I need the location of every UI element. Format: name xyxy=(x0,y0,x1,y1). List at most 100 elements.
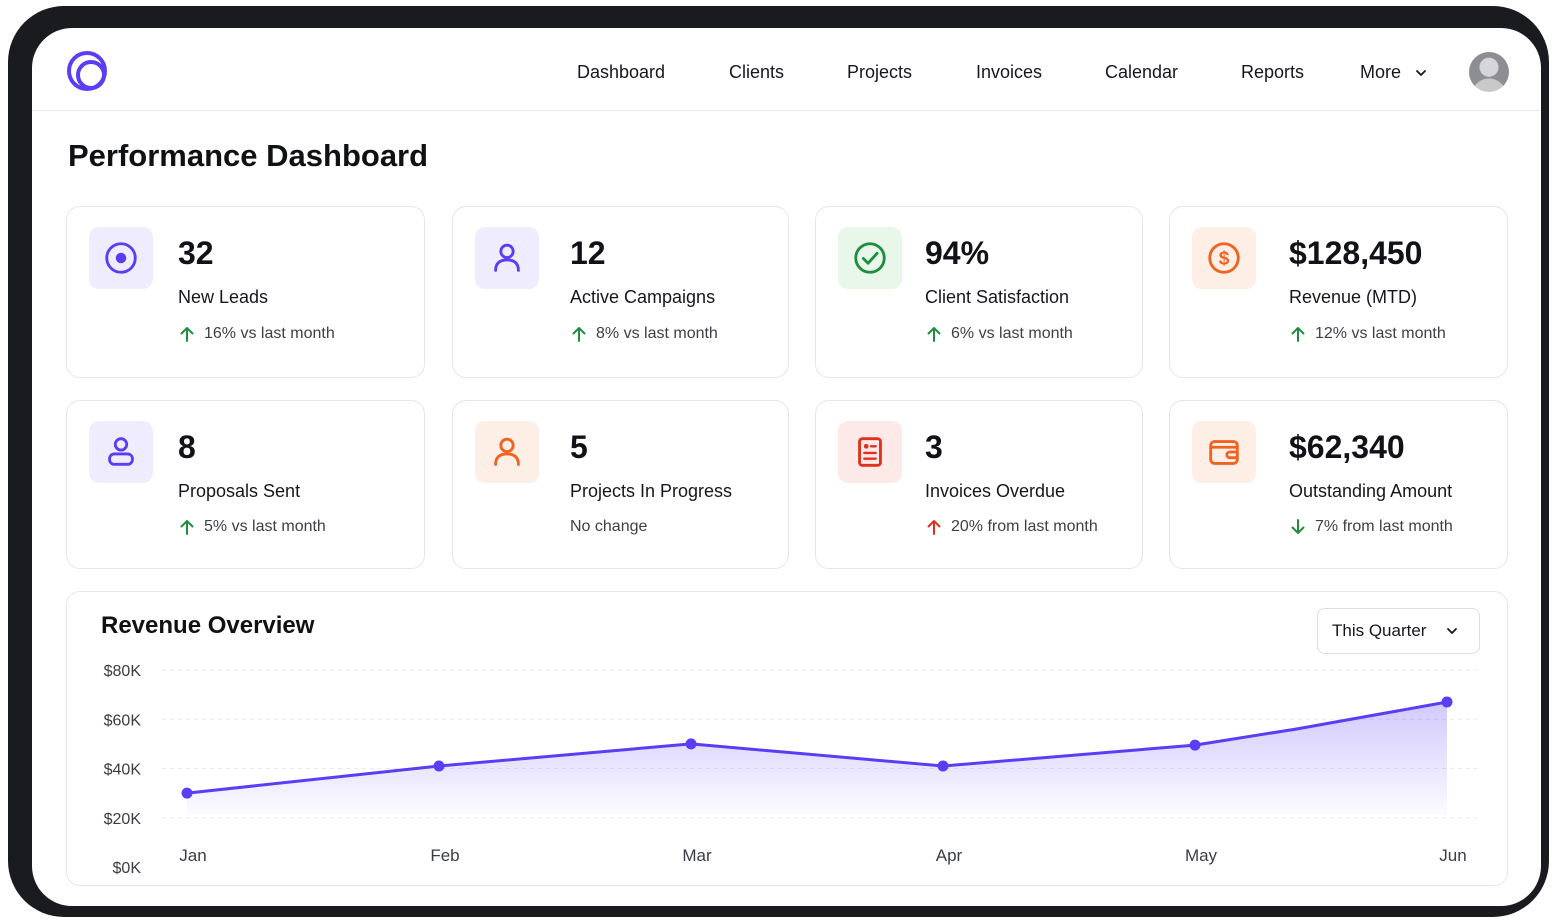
nav-invoices[interactable]: Invoices xyxy=(976,62,1043,82)
app-screen: Dashboard Clients Projects Invoices Cale… xyxy=(32,28,1541,906)
stat-trend-text: 6% vs last month xyxy=(951,325,1073,342)
user-avatar[interactable] xyxy=(1469,52,1509,92)
stat-card-proposals-sent[interactable]: 8 Proposals Sent 5% vs last month xyxy=(66,400,425,569)
stat-label: Outstanding Amount xyxy=(1289,481,1453,501)
arrow-up-icon xyxy=(180,520,194,535)
stat-trend-text: No change xyxy=(570,518,648,535)
arrow-up-icon xyxy=(927,327,941,342)
arrow-up-icon xyxy=(927,520,941,535)
data-point xyxy=(181,787,193,799)
nav-more-menu[interactable]: More xyxy=(1360,62,1427,83)
range-select[interactable]: This Quarter xyxy=(1317,608,1480,654)
stat-label: Client Satisfaction xyxy=(925,287,1070,307)
stat-icon-box: $ xyxy=(1192,227,1256,289)
nav-reports[interactable]: Reports xyxy=(1241,62,1305,82)
nav-projects[interactable]: Projects xyxy=(847,62,913,82)
stat-icon-box xyxy=(475,421,539,483)
chart-title: Revenue Overview xyxy=(101,612,315,639)
stat-label: Active Campaigns xyxy=(570,287,716,307)
y-tick-label: $0K xyxy=(113,860,142,877)
stat-card-revenue-mtd[interactable]: $ $128,450 Revenue (MTD) 12% vs last mon… xyxy=(1169,206,1508,378)
stat-trend: 20% from last month xyxy=(925,518,1098,536)
top-navigation: Dashboard Clients Projects Invoices Cale… xyxy=(32,28,1541,111)
stat-trend: No change xyxy=(570,518,647,536)
x-tick-label: Jan xyxy=(179,846,206,865)
x-tick-label: May xyxy=(1185,846,1218,865)
user-icon xyxy=(494,437,520,466)
data-point xyxy=(1441,696,1453,708)
stat-trend-text: 8% vs last month xyxy=(596,325,718,342)
nav-calendar[interactable]: Calendar xyxy=(1105,62,1179,82)
stat-trend: 7% from last month xyxy=(1289,518,1453,536)
stat-icon-box xyxy=(89,421,153,483)
range-select-value: This Quarter xyxy=(1332,621,1427,640)
chevron-down-icon xyxy=(1447,628,1458,634)
data-point xyxy=(937,760,949,772)
stat-trend-text: 12% vs last month xyxy=(1315,325,1446,342)
y-tick-label: $80K xyxy=(104,663,142,680)
stat-card-projects-in-progress[interactable]: 5 Projects In Progress No change xyxy=(452,400,789,569)
stat-value: 12 xyxy=(570,235,606,271)
y-tick-label: $20K xyxy=(104,811,142,828)
stat-label: New Leads xyxy=(178,287,269,307)
data-point xyxy=(1189,739,1201,751)
page-title: Performance Dashboard xyxy=(68,138,429,173)
arrow-up-icon xyxy=(180,327,194,342)
stat-card-new-leads[interactable]: 32 New Leads 16% vs last month xyxy=(66,206,425,378)
revenue-area xyxy=(187,702,1447,815)
device-frame: Dashboard Clients Projects Invoices Cale… xyxy=(8,6,1549,917)
stat-trend: 16% vs last month xyxy=(178,325,335,343)
stat-value: 32 xyxy=(178,235,214,271)
x-tick-label: Apr xyxy=(936,846,963,865)
svg-text:$: $ xyxy=(1219,249,1230,270)
user-icon xyxy=(494,243,520,272)
nav-dashboard[interactable]: Dashboard xyxy=(577,62,666,82)
dollar-circle-icon: $ xyxy=(1208,242,1240,274)
stat-value: 94% xyxy=(925,235,990,271)
check-circle-icon xyxy=(854,242,886,274)
stat-label: Invoices Overdue xyxy=(925,481,1066,501)
stat-trend-text: 5% vs last month xyxy=(204,518,326,535)
stat-value: 3 xyxy=(925,429,943,465)
data-point xyxy=(433,760,445,772)
x-tick-label: Jun xyxy=(1439,846,1466,865)
chevron-down-icon xyxy=(1416,69,1426,76)
stat-value: $62,340 xyxy=(1289,429,1405,465)
stat-trend: 8% vs last month xyxy=(570,325,718,343)
stat-trend-text: 16% vs last month xyxy=(204,325,335,342)
stat-trend: 12% vs last month xyxy=(1289,325,1446,343)
stat-label: Proposals Sent xyxy=(178,481,301,501)
stat-trend-text: 20% from last month xyxy=(951,518,1098,535)
stat-trend: 6% vs last month xyxy=(925,325,1073,343)
stat-card-active-campaigns[interactable]: 12 Active Campaigns 8% vs last month xyxy=(452,206,789,378)
invoice-icon xyxy=(858,437,882,467)
stat-card-outstanding-amount[interactable]: $62,340 Outstanding Amount 7% from last … xyxy=(1169,400,1508,569)
logo-icon[interactable] xyxy=(67,51,107,91)
data-point xyxy=(685,738,697,750)
arrow-up-icon xyxy=(572,327,586,342)
stat-card-client-satisfaction[interactable]: 94% Client Satisfaction 6% vs last month xyxy=(815,206,1143,378)
nav-clients[interactable]: Clients xyxy=(729,62,785,82)
stat-icon-box xyxy=(475,227,539,289)
x-tick-label: Feb xyxy=(430,846,459,865)
stat-label: Projects In Progress xyxy=(570,481,733,501)
user-badge-icon xyxy=(108,437,134,466)
revenue-overview-card: $80K $60K $40K $20K $0K Jan Feb Mar Apr May Jun Re… xyxy=(66,591,1508,886)
wallet-icon xyxy=(1209,440,1239,465)
revenue-chart: $80K $60K $40K $20K $0K Jan Feb Mar Apr May Jun xyxy=(104,663,1477,877)
stat-icon-box xyxy=(838,227,902,289)
stat-icon-box xyxy=(838,421,902,483)
nav-more-label: More xyxy=(1360,62,1402,82)
stat-value: 5 xyxy=(570,429,588,465)
stat-trend: 5% vs last month xyxy=(178,518,326,536)
stat-value: 8 xyxy=(178,429,196,465)
stat-icon-box xyxy=(89,227,153,289)
stat-icon-box xyxy=(1192,421,1256,483)
stat-card-invoices-overdue[interactable]: 3 Invoices Overdue 20% from last month xyxy=(815,400,1143,569)
y-tick-label: $40K xyxy=(104,762,142,779)
y-tick-label: $60K xyxy=(104,712,142,729)
stat-trend-text: 7% from last month xyxy=(1315,518,1453,535)
target-icon xyxy=(105,242,137,274)
arrow-down-icon xyxy=(1291,519,1305,534)
stat-value: $128,450 xyxy=(1289,235,1423,271)
